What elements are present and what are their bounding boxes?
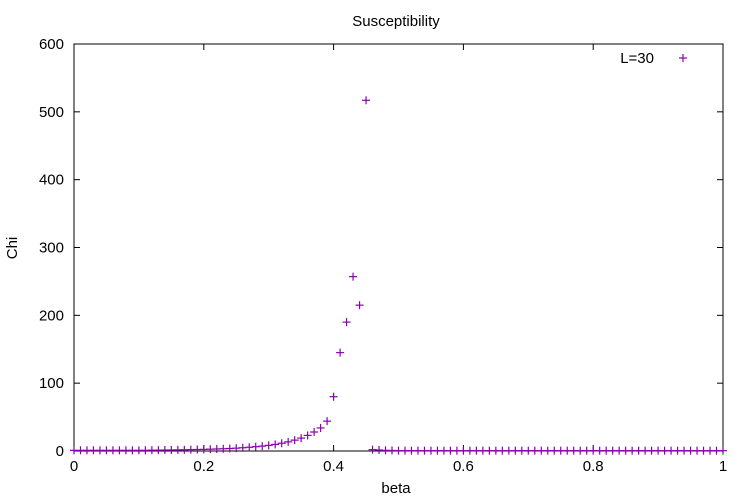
legend: L=30 (620, 50, 687, 67)
legend-label-l30: L=30 (620, 50, 654, 67)
data-point (264, 441, 273, 450)
data-point (349, 272, 358, 281)
y-tick-label: 200 (39, 307, 64, 324)
data-point (336, 348, 345, 357)
x-tick-label: 0.4 (323, 458, 344, 475)
y-tick-label: 400 (39, 172, 64, 189)
x-axis-label: beta (381, 480, 411, 497)
data-point (329, 392, 338, 401)
x-tick-label: 0.8 (583, 458, 604, 475)
data-point (355, 301, 364, 310)
data-point (323, 417, 332, 426)
data-point (719, 446, 727, 455)
y-tick-label: 300 (39, 240, 64, 257)
x-tick-label: 0.2 (193, 458, 214, 475)
x-tick-label: 0 (70, 458, 78, 475)
y-tick-label: 100 (39, 375, 64, 392)
data-point (316, 423, 325, 432)
y-tick-label: 500 (39, 104, 64, 121)
data-point (271, 440, 280, 449)
data-point (277, 439, 286, 448)
data-point (251, 442, 260, 451)
data-points (70, 96, 727, 455)
data-point (310, 428, 319, 437)
data-point (342, 318, 351, 327)
y-tick-label: 0 (56, 443, 64, 460)
data-point (362, 96, 371, 105)
data-point (290, 436, 299, 445)
y-tick-label: 600 (39, 36, 64, 53)
y-axis: 0 100 200 300 400 500 600 (39, 36, 723, 460)
legend-marker-plus (679, 54, 687, 62)
y-axis-label: Chi (4, 237, 21, 260)
x-tick-label: 0.6 (453, 458, 474, 475)
data-point (297, 434, 306, 443)
x-axis: 0 0.2 0.4 0.6 0.8 1 (70, 44, 727, 475)
chart-title: Susceptibility (352, 13, 440, 30)
data-point (303, 431, 312, 440)
data-point (258, 442, 267, 451)
legend-plus-marker (679, 54, 687, 62)
data-point (284, 437, 293, 446)
x-tick-label: 1 (719, 458, 727, 475)
